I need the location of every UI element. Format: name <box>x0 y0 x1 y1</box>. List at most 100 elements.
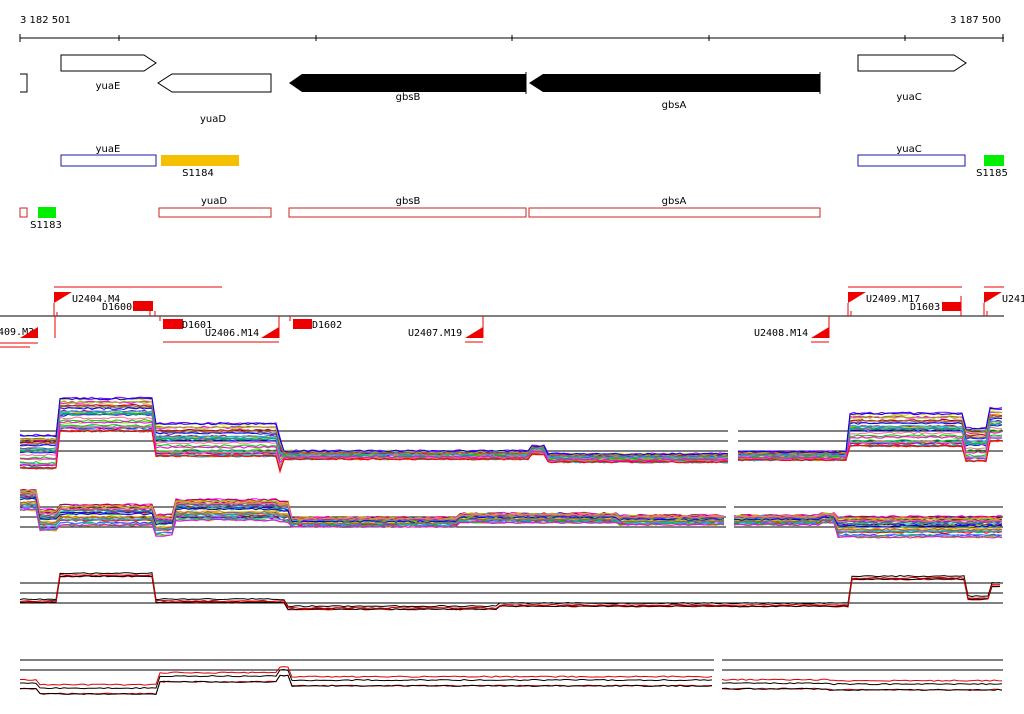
cds-gbsB-label: gbsB <box>396 196 421 207</box>
cds-yuaD-box[interactable] <box>158 207 272 218</box>
gene-yuaD[interactable]: yuaD <box>157 73 272 125</box>
reg-connector <box>149 311 156 316</box>
expression-profile-line <box>737 420 1003 457</box>
expression-profile-line <box>19 674 713 695</box>
rna-S1185-label: S1185 <box>976 168 1008 179</box>
expression-profile-line <box>19 674 713 695</box>
cds-gbsA-box[interactable] <box>528 207 821 218</box>
reg-box-D1602[interactable] <box>293 319 312 329</box>
expression-profile-line <box>733 516 1003 528</box>
gene-yuaC-arrow[interactable] <box>857 54 967 72</box>
reg-label-U2406: U2406.M14 <box>205 328 259 339</box>
reg-label-U241: U241 <box>1002 294 1024 305</box>
reg-marker-U2408[interactable] <box>811 327 829 338</box>
expression-profile-line <box>20 575 1001 611</box>
reg-marker-U2409[interactable] <box>848 292 866 303</box>
reg-connector <box>53 303 58 316</box>
gene-gbsA-label: gbsA <box>662 100 687 111</box>
expression-profile-line <box>721 678 1003 682</box>
expression-profile-line <box>737 406 1003 453</box>
gene-yuaC-label: yuaC <box>896 92 921 103</box>
gene-gbsB[interactable]: gbsB <box>289 72 527 103</box>
gene-gbsB-label: gbsB <box>396 92 421 103</box>
cds-yuaD-label: yuaD <box>201 196 227 207</box>
expression-profile-line <box>19 573 1001 610</box>
expression-profile-line <box>737 410 1003 455</box>
reg-connector <box>983 303 988 316</box>
gene-track: yuaE yuaD gbsB gbsA yuaC <box>20 54 967 125</box>
expression-profile-line <box>19 409 729 459</box>
expression-profile-line <box>737 431 1003 460</box>
reg-marker-U2404[interactable] <box>54 292 72 303</box>
expression-profile-line <box>737 415 1003 456</box>
rna-S1183-label: S1183 <box>30 220 62 231</box>
reg-label-409: 409.M3 <box>0 327 34 338</box>
reg-box-D1601[interactable] <box>163 319 183 329</box>
expression-panel-plus-conditions <box>19 396 1003 474</box>
gene-gbsB-arrow[interactable] <box>289 74 526 92</box>
reg-label-U2408: U2408.M14 <box>754 328 808 339</box>
ruler-end-label: 3 187 500 <box>950 15 1001 26</box>
expression-profile-line <box>737 407 1002 454</box>
expression-profile-line <box>19 508 725 537</box>
rna-S1184-label: S1184 <box>182 168 214 179</box>
reg-box-D1600[interactable] <box>133 301 153 311</box>
expression-profile-line <box>733 521 1003 539</box>
gene-yuaE[interactable]: yuaE <box>60 54 157 92</box>
expression-profile-line <box>19 429 729 473</box>
gene-gbsA[interactable]: gbsA <box>529 72 821 111</box>
reg-label-U2407: U2407.M19 <box>408 328 462 339</box>
expression-profile-line <box>19 666 713 686</box>
expression-profile-line <box>733 518 1003 532</box>
coordinate-ruler: 3 182 501 3 187 500 <box>19 15 1004 42</box>
expression-profile-line <box>19 572 1001 608</box>
plus-strand-track: yuaE S1184 yuaC S1185 <box>60 144 1008 179</box>
gene-yuaE-label: yuaE <box>96 81 121 92</box>
expression-profile-line <box>19 400 729 457</box>
expression-panel-minus-conditions <box>19 488 1003 539</box>
reg-label-D1600: D1600 <box>102 302 132 313</box>
cds-yuaE-label: yuaE <box>96 144 121 155</box>
reg-label-U2404: U2404.M4 <box>72 294 120 305</box>
expression-profile-line <box>721 687 1003 691</box>
expression-profile-line <box>19 490 725 520</box>
reg-connector <box>847 303 852 316</box>
expression-profile-line <box>733 518 1003 533</box>
reg-marker-U241[interactable] <box>984 292 1002 303</box>
gene-fragment-left[interactable] <box>20 73 28 93</box>
expression-profile-line <box>19 492 725 521</box>
rna-S1185-box[interactable] <box>984 155 1004 166</box>
gene-yuaE-arrow[interactable] <box>60 54 157 72</box>
expression-profile-line <box>19 397 729 456</box>
expression-profile-line <box>20 668 713 690</box>
cds-gbsB-box[interactable] <box>288 207 527 218</box>
minus-strand-track: S1183 yuaD gbsB gbsA <box>19 196 821 231</box>
expression-profile-line <box>737 439 1003 463</box>
rna-S1183-box[interactable] <box>38 207 56 218</box>
expression-profile-line <box>721 682 1003 686</box>
expression-profile-line <box>733 514 1003 523</box>
gene-gbsA-arrow[interactable] <box>529 74 820 92</box>
reg-marker-U2407[interactable] <box>465 327 483 338</box>
expression-profile-line <box>733 512 1003 519</box>
rna-S1184-box[interactable] <box>161 155 239 166</box>
gene-yuaC[interactable]: yuaC <box>857 54 967 103</box>
reg-label-D1602: D1602 <box>312 320 342 331</box>
cds-gbsA-label: gbsA <box>662 196 687 207</box>
expression-profile-line <box>19 405 729 458</box>
regulatory-track: U2404.M4 D1600 U2409.M17 D1603 U241 409.… <box>0 286 1024 348</box>
reg-marker-409[interactable] <box>20 327 38 338</box>
cds-yuaE-box[interactable] <box>60 154 157 167</box>
expression-profile-line <box>733 521 1003 539</box>
expression-panel-minus-summary <box>19 659 1003 695</box>
reg-label-U2409: U2409.M17 <box>866 294 920 305</box>
expression-panel-plus-summary <box>19 572 1003 611</box>
ruler-start-label: 3 182 501 <box>20 15 71 26</box>
cds-yuaC-box[interactable] <box>857 154 966 167</box>
expression-profile-line <box>19 497 725 526</box>
reg-box-D1603[interactable] <box>942 302 961 311</box>
reg-label-D1601: D1601 <box>182 320 212 331</box>
gene-yuaD-arrow[interactable] <box>157 73 272 93</box>
cds-fragment-left[interactable] <box>19 207 28 218</box>
reg-marker-U2406[interactable] <box>261 327 279 338</box>
